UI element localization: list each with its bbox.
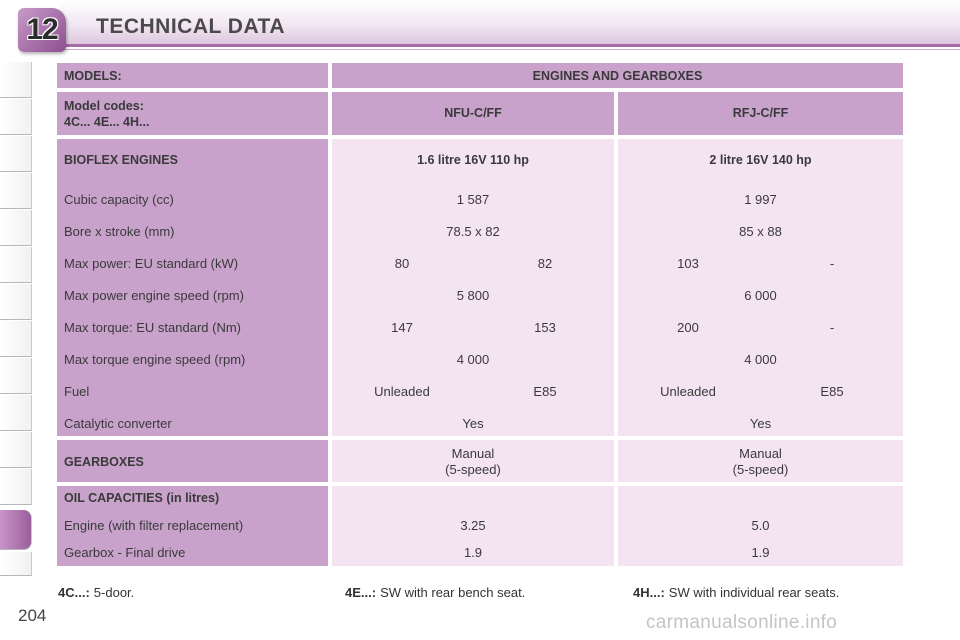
- gearboxes-label-cell: GEARBOXES: [57, 440, 328, 482]
- value: E85: [533, 384, 557, 399]
- page-number: 204: [18, 606, 47, 625]
- watermark: carmanualsonline.info: [646, 612, 838, 633]
- chapter-tab[interactable]: [0, 358, 32, 394]
- gearbox-type: Manual: [739, 446, 782, 461]
- page-header: 12 TECHNICAL DATA: [0, 0, 960, 56]
- value: Yes: [749, 416, 772, 431]
- chapter-tab[interactable]: [0, 62, 32, 98]
- value: 78.5 x 82: [446, 224, 500, 239]
- engine-code-cell: NFU-C/FF: [332, 92, 614, 135]
- oil-capacities-label: OIL CAPACITIES (in litres): [64, 491, 220, 505]
- gearbox-type: Manual: [451, 446, 495, 461]
- chapter-tab[interactable]: [0, 173, 32, 209]
- value: E85: [820, 384, 844, 399]
- chapter-tab[interactable]: [0, 136, 32, 172]
- row-label: Max torque engine speed (rpm): [64, 352, 246, 367]
- value: 103: [677, 256, 699, 271]
- model-codes-cell: Model codes: 4C... 4E... 4H...: [57, 92, 328, 135]
- engines-header-cell: ENGINES AND GEARBOXES: [332, 63, 903, 88]
- chapter-tab[interactable]: [0, 395, 32, 431]
- oil-values-cell: 5.0 1.9: [618, 486, 903, 566]
- value: 5 800: [456, 288, 490, 303]
- value: 80: [394, 256, 410, 271]
- footnote-text: SW with individual rear seats.: [668, 585, 840, 600]
- chapter-tab[interactable]: [0, 552, 32, 576]
- oil-values-cell: 3.25 1.9: [332, 486, 614, 566]
- gearbox-speeds: (5-speed): [445, 462, 501, 477]
- row-label: Engine (with filter replacement): [64, 518, 244, 533]
- engine-code: NFU-C/FF: [444, 106, 502, 120]
- chapter-badge: 12: [18, 8, 66, 52]
- gearboxes-label: GEARBOXES: [64, 455, 144, 469]
- engine-code: RFJ-C/FF: [732, 106, 789, 120]
- page-title: TECHNICAL DATA: [96, 15, 285, 38]
- row-label: Max power engine speed (rpm): [64, 288, 244, 303]
- models-header-cell: MODELS:: [57, 63, 328, 88]
- engines-gearboxes-label: ENGINES AND GEARBOXES: [532, 69, 703, 83]
- chapter-tab[interactable]: [0, 469, 32, 505]
- value: 153: [534, 320, 556, 335]
- row-label: Cubic capacity (cc): [64, 192, 174, 207]
- value: 85 x 88: [739, 224, 782, 239]
- row-label: Catalytic converter: [64, 416, 172, 431]
- model-codes-line1: Model codes:: [64, 99, 144, 113]
- engine1-values-column: 1.6 litre 16V 110 hp 1 587 78.5 x 82 80 …: [332, 139, 614, 436]
- row-label: Max power: EU standard (kW): [64, 256, 239, 271]
- value: Unleaded: [660, 384, 716, 399]
- footnote: 4E...: SW with rear bench seat.: [345, 585, 525, 600]
- footnote-key: 4C...:: [58, 585, 90, 600]
- value: 4 000: [744, 352, 777, 367]
- value: Unleaded: [374, 384, 430, 399]
- value: 1.9: [463, 545, 483, 560]
- chapter-tab[interactable]: [0, 99, 32, 135]
- value: 1.9: [751, 545, 770, 560]
- value: 4 000: [456, 352, 490, 367]
- value: Yes: [462, 416, 484, 431]
- chapter-tab-active[interactable]: [0, 510, 32, 550]
- row-label: Bore x stroke (mm): [64, 224, 175, 239]
- engine2-values-column: 2 litre 16V 140 hp 1 997 85 x 88 103 - 6…: [618, 139, 903, 436]
- value: 147: [391, 320, 413, 335]
- chapter-tab[interactable]: [0, 247, 32, 283]
- value: 3.25: [460, 518, 486, 533]
- gearbox-speeds: (5-speed): [732, 462, 789, 477]
- engine-labels-column: BIOFLEX ENGINES Cubic capacity (cc) Bore…: [57, 139, 328, 436]
- bioflex-label: BIOFLEX ENGINES: [64, 153, 178, 167]
- engine-name: 2 litre 16V 140 hp: [709, 153, 812, 167]
- model-codes-line2: 4C... 4E... 4H...: [64, 115, 150, 129]
- value: -: [829, 256, 835, 271]
- row-label: Max torque: EU standard (Nm): [64, 320, 242, 335]
- chapter-tab[interactable]: [0, 321, 32, 357]
- chapter-number: 12: [26, 13, 58, 46]
- value: 5.0: [751, 518, 770, 533]
- value: 200: [677, 320, 699, 335]
- footnote-text: 5-door.: [93, 585, 135, 600]
- value: 82: [537, 256, 553, 271]
- gearbox-value-cell: Manual (5-speed): [618, 440, 903, 482]
- header-rule: [60, 44, 960, 47]
- oil-labels-cell: OIL CAPACITIES (in litres) Engine (with …: [57, 486, 328, 566]
- row-label: Fuel: [64, 384, 90, 399]
- value: -: [829, 320, 835, 335]
- header-rule-thin: [60, 49, 960, 50]
- value: 6 000: [744, 288, 777, 303]
- value: 1 587: [456, 192, 490, 207]
- value: 1 997: [744, 192, 777, 207]
- models-label: MODELS:: [64, 69, 122, 83]
- chapter-tab[interactable]: [0, 432, 32, 468]
- header-band: [60, 0, 960, 46]
- footnote-key: 4H...:: [633, 585, 665, 600]
- row-label: Gearbox - Final drive: [64, 545, 186, 560]
- footnote-key: 4E...:: [345, 585, 377, 600]
- chapter-tab[interactable]: [0, 210, 32, 246]
- engine-code-cell: RFJ-C/FF: [618, 92, 903, 135]
- engine-name: 1.6 litre 16V 110 hp: [417, 153, 529, 167]
- footnote: 4C...: 5-door.: [58, 585, 134, 600]
- chapter-tab[interactable]: [0, 284, 32, 320]
- gearbox-value-cell: Manual (5-speed): [332, 440, 614, 482]
- chapter-tabs: [0, 62, 34, 582]
- footnote-text: SW with rear bench seat.: [380, 585, 526, 600]
- footnote: 4H...: SW with individual rear seats.: [633, 585, 839, 600]
